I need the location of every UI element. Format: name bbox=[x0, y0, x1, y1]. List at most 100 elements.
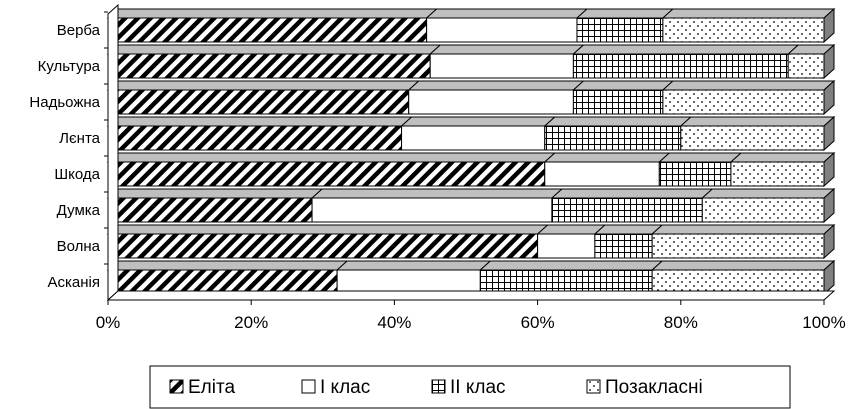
legend-label: І клас bbox=[320, 377, 370, 398]
bar-segment bbox=[730, 161, 825, 187]
bar-segment bbox=[408, 89, 574, 115]
category-label: Шкода bbox=[54, 166, 100, 183]
legend-item: ІІ клас bbox=[431, 377, 506, 398]
category-label: Думка bbox=[57, 202, 101, 219]
category-label: Надьожна bbox=[29, 94, 100, 111]
bar-top bbox=[572, 80, 675, 91]
x-tick-label: 100% bbox=[802, 313, 845, 332]
legend-box bbox=[149, 365, 791, 409]
bar-top bbox=[106, 224, 549, 235]
bar-row bbox=[106, 7, 836, 44]
bar-top bbox=[106, 44, 442, 55]
x-tick-label: 40% bbox=[377, 313, 411, 332]
bar-segment bbox=[107, 17, 428, 43]
bar-segment bbox=[572, 53, 789, 79]
bar-top bbox=[572, 44, 800, 55]
bar-top bbox=[106, 8, 438, 19]
bar-segment bbox=[336, 269, 481, 295]
bar-segment bbox=[544, 161, 660, 187]
bar-segment bbox=[544, 125, 682, 151]
x-tick-label: 20% bbox=[234, 313, 268, 332]
bar-top bbox=[650, 260, 836, 271]
bar-segment bbox=[594, 233, 653, 259]
bar-segment bbox=[311, 197, 553, 223]
bar-segment bbox=[107, 53, 431, 79]
legend-swatch bbox=[301, 379, 316, 394]
bar-segment bbox=[572, 89, 664, 115]
bar-top bbox=[106, 260, 349, 271]
bar-top bbox=[106, 152, 557, 163]
bar-top bbox=[550, 188, 714, 199]
bar-segment bbox=[651, 233, 825, 259]
bar-row bbox=[106, 151, 836, 188]
category-label: Асканія bbox=[48, 274, 100, 291]
axis-layer: Верба Культура Надьожна Лєнта Шкода Думка Волн… bbox=[29, 3, 846, 332]
legend: Еліта І клас ІІ клас Позакласні bbox=[149, 365, 791, 409]
bar-side bbox=[823, 79, 835, 116]
bar-segment bbox=[701, 197, 825, 223]
legend-item: І клас bbox=[301, 377, 370, 398]
x-tick-label: 80% bbox=[664, 313, 698, 332]
bar-segment bbox=[107, 197, 313, 223]
bar-top bbox=[106, 116, 413, 127]
category-label: Культура bbox=[38, 58, 101, 75]
legend-item: Еліта bbox=[169, 377, 235, 398]
bar-row bbox=[106, 187, 836, 224]
bar-top bbox=[536, 224, 607, 235]
bar-top bbox=[106, 80, 421, 91]
legend-swatch bbox=[431, 379, 446, 394]
bar-segment bbox=[426, 17, 578, 43]
bar-segment bbox=[429, 53, 574, 79]
bar-top bbox=[679, 116, 836, 127]
floor bbox=[106, 290, 836, 301]
bar-side bbox=[823, 7, 835, 44]
bar-segment bbox=[662, 89, 825, 115]
bar-side bbox=[823, 223, 835, 260]
category-label: Лєнта bbox=[59, 130, 100, 147]
bar-top bbox=[400, 116, 557, 127]
bar-segment bbox=[537, 233, 596, 259]
legend-label: ІІ клас bbox=[450, 377, 506, 398]
bar-side bbox=[823, 259, 835, 296]
bar-top bbox=[661, 80, 836, 91]
bars-layer bbox=[106, 7, 836, 296]
bar-segment bbox=[787, 53, 825, 79]
bar-row bbox=[106, 79, 836, 116]
x-tick-label: 60% bbox=[521, 313, 555, 332]
bar-segment bbox=[401, 125, 546, 151]
legend-swatch bbox=[169, 379, 184, 394]
bar-segment bbox=[107, 233, 539, 259]
bar-top bbox=[658, 152, 743, 163]
legend-label: Позакласні bbox=[605, 377, 703, 398]
bar-top bbox=[428, 44, 585, 55]
category-label: Волна bbox=[57, 238, 101, 255]
bar-segment bbox=[662, 17, 825, 43]
bar-top bbox=[335, 260, 492, 271]
bar-segment bbox=[651, 269, 825, 295]
bar-top bbox=[543, 152, 671, 163]
bar-top bbox=[661, 8, 836, 19]
legend-swatch bbox=[586, 379, 601, 394]
bar-top bbox=[729, 152, 836, 163]
bar-top bbox=[543, 116, 693, 127]
x-tick-label: 0% bbox=[96, 313, 121, 332]
bar-segment bbox=[680, 125, 825, 151]
bar-row bbox=[106, 223, 836, 260]
bar-segment bbox=[576, 17, 664, 43]
bar-side bbox=[823, 43, 835, 80]
bar-segment bbox=[107, 125, 403, 151]
bar-top bbox=[593, 224, 664, 235]
legend-label: Еліта bbox=[188, 377, 235, 398]
side-wall bbox=[107, 3, 119, 302]
bar-side bbox=[823, 115, 835, 152]
bar-top bbox=[650, 224, 836, 235]
bar-segment bbox=[107, 161, 546, 187]
bar-row bbox=[106, 115, 836, 152]
bar-side bbox=[823, 187, 835, 224]
bar-top bbox=[310, 188, 564, 199]
bar-top bbox=[106, 188, 324, 199]
bar-segment bbox=[551, 197, 703, 223]
bar-row bbox=[106, 43, 836, 80]
bar-row bbox=[106, 259, 836, 296]
